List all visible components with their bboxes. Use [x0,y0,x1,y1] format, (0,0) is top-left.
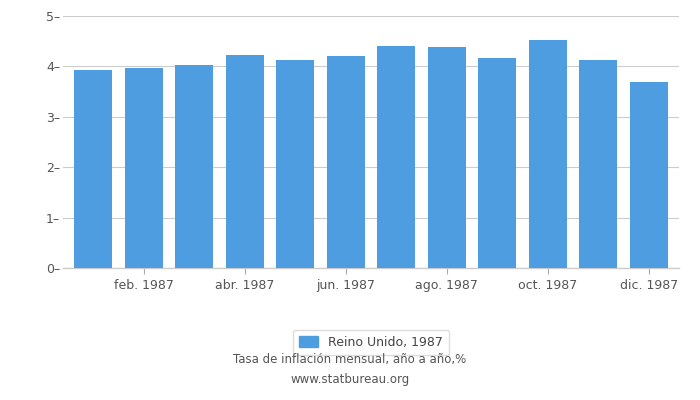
Bar [478,58,516,268]
Bar [580,60,617,268]
Text: Tasa de inflación mensual, año a año,%
www.statbureau.org: Tasa de inflación mensual, año a año,% w… [233,354,467,386]
Bar [276,60,314,268]
Bar [226,55,264,268]
Bar [377,46,415,268]
Bar [74,70,112,268]
Bar [630,82,668,268]
Bar [428,47,466,268]
Legend: Reino Unido, 1987: Reino Unido, 1987 [293,330,449,355]
Bar [125,68,162,268]
Bar [175,65,214,268]
Bar [528,40,567,268]
Bar [327,56,365,268]
